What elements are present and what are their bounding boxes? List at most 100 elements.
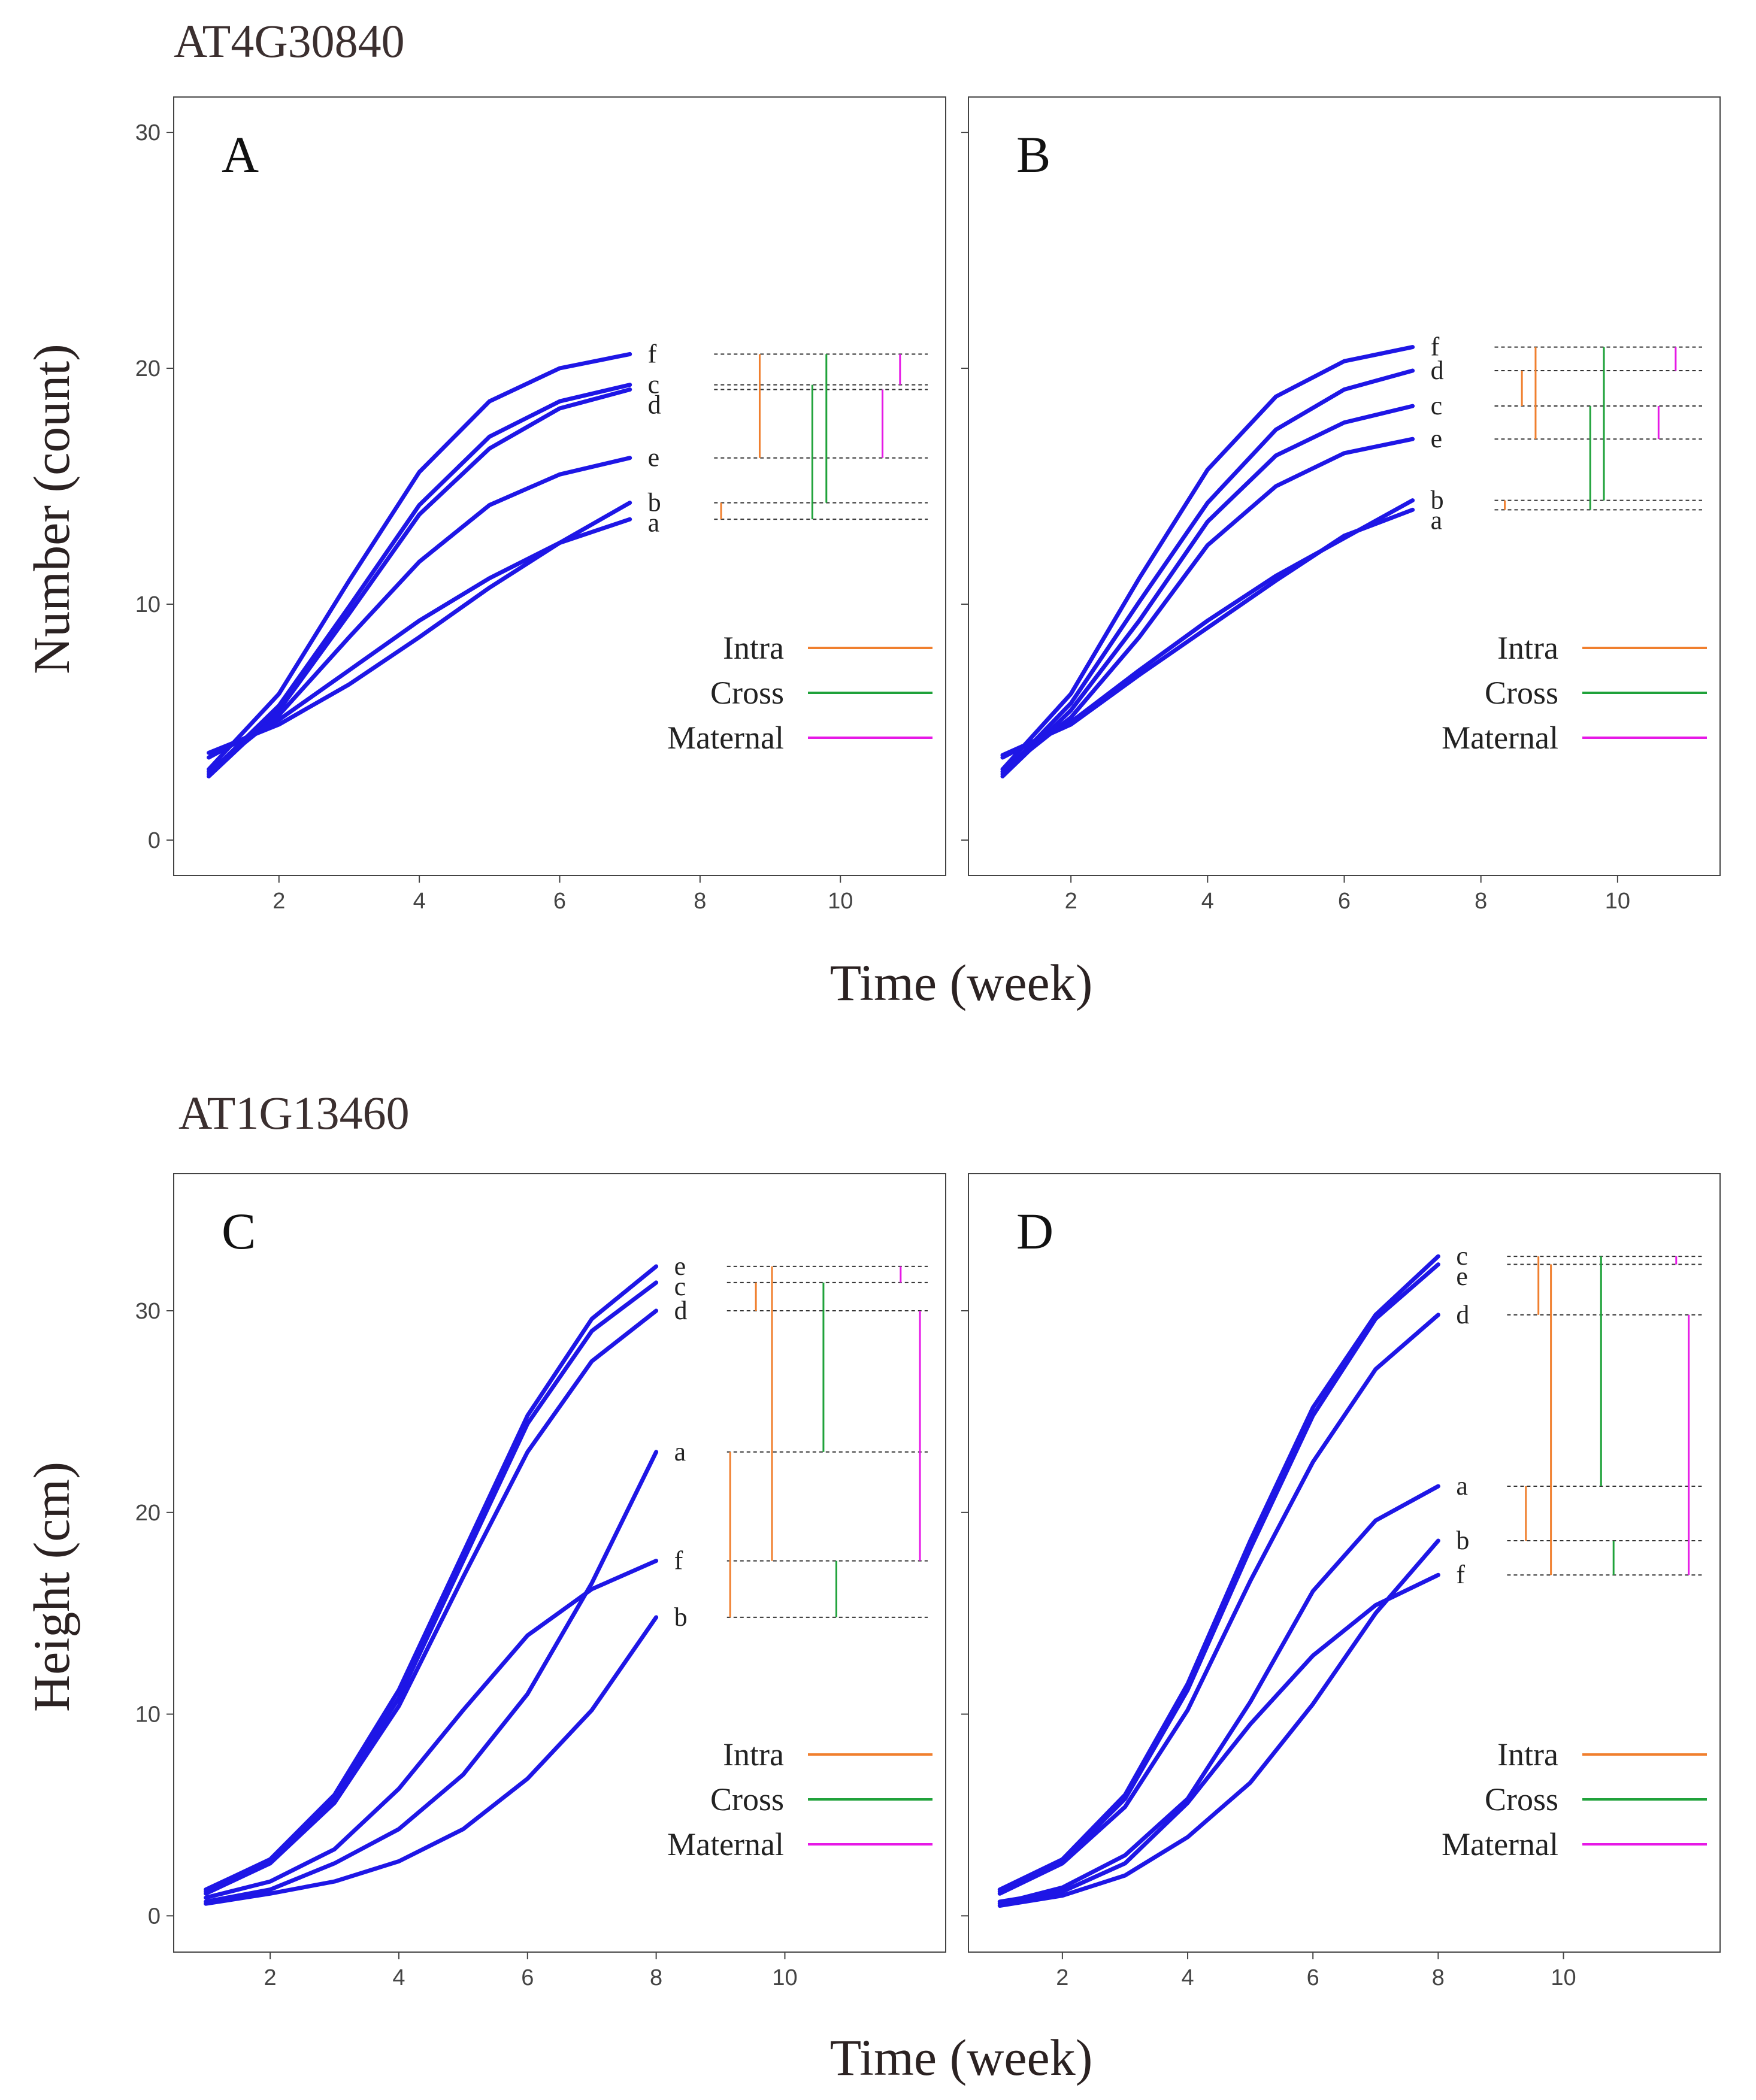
series-line-a	[997, 1484, 1440, 1906]
series-line-e	[1000, 437, 1415, 774]
series-line-f	[204, 1559, 659, 1900]
x-tick-label: 10	[1605, 889, 1630, 914]
y-axis-title-top: Number (count)	[23, 344, 80, 674]
series-line-d	[1000, 368, 1415, 777]
x-axis-title-top: Time (week)	[830, 954, 1093, 1011]
curve-label-f: f	[674, 1546, 683, 1575]
panel-c: C 0 10 20 30 2 4 6 8 10 ecd a fb Intra Cross Maternal	[135, 1173, 946, 1990]
x-tick-label: 6	[1338, 889, 1351, 914]
x-axis-title-bottom: Time (week)	[830, 2029, 1093, 2086]
series-line-d	[204, 1308, 659, 1896]
x-tick-label: 8	[650, 1965, 662, 1990]
x-tick-label: 4	[1201, 889, 1214, 914]
curve-label-f: f	[648, 339, 657, 368]
legend-label-cross: Cross	[1485, 1781, 1558, 1817]
curve-label-b: b	[674, 1602, 688, 1632]
y-tick-label: 0	[148, 828, 161, 853]
series-line-a	[1000, 507, 1415, 757]
y-tick-label: 30	[135, 1299, 161, 1324]
y-tick-label: 20	[135, 356, 161, 381]
x-tick-label: 10	[828, 889, 853, 914]
y-tick-label: 10	[135, 592, 161, 617]
curve-label-d: d	[674, 1296, 688, 1325]
curve-label-a: a	[648, 508, 660, 538]
series-line-e	[997, 1262, 1440, 1894]
series-line-d	[997, 1313, 1440, 1896]
series-line-c	[997, 1254, 1440, 1892]
x-tick-label: 4	[413, 889, 426, 914]
series-line-e	[204, 1264, 659, 1892]
y-tick-label: 10	[135, 1702, 161, 1728]
x-tick-label: 2	[264, 1965, 277, 1990]
curve-label-b: b	[1456, 1526, 1469, 1555]
series-line-c	[1000, 404, 1415, 778]
x-tick-label: 2	[1065, 889, 1077, 914]
curve-label-b: b	[1431, 486, 1444, 515]
legend-label-maternal: Maternal	[667, 720, 784, 756]
curve-label-c: c	[1456, 1241, 1468, 1271]
y-tick-label: 30	[135, 120, 161, 146]
curve-label-a: a	[1456, 1471, 1468, 1501]
gene-title-top: AT4G30840	[174, 15, 405, 67]
legend-label-cross: Cross	[710, 1781, 784, 1817]
series-line-b	[997, 1538, 1440, 1908]
legend-label-maternal: Maternal	[667, 1826, 784, 1862]
plot-frame	[968, 1173, 1721, 1953]
curve-label-e: e	[1456, 1262, 1468, 1291]
plot-frame	[968, 96, 1721, 876]
series-line-d	[207, 387, 632, 778]
panel-letter: B	[1016, 126, 1050, 183]
panel-letter: D	[1016, 1202, 1053, 1260]
curve-label-a: a	[674, 1437, 686, 1466]
curve-label-a: a	[1431, 506, 1443, 535]
curve-label-c: c	[1431, 391, 1443, 420]
legend-label-maternal: Maternal	[1442, 720, 1558, 756]
x-tick-label: 8	[694, 889, 706, 914]
legend-label-maternal: Maternal	[1442, 1826, 1558, 1862]
x-tick-label: 4	[1181, 1965, 1194, 1990]
x-tick-label: 8	[1475, 889, 1487, 914]
curve-label-f: f	[1456, 1560, 1465, 1589]
curve-label-c: c	[674, 1272, 686, 1301]
legend-label-cross: Cross	[710, 675, 784, 711]
x-tick-label: 6	[1307, 1965, 1319, 1990]
legend-label-cross: Cross	[1485, 675, 1558, 711]
curve-label-d: d	[1431, 356, 1444, 385]
x-tick-label: 8	[1432, 1965, 1445, 1990]
legend-label-intra: Intra	[723, 1737, 784, 1772]
series-line-a	[207, 517, 632, 755]
y-tick-label: 20	[135, 1501, 161, 1526]
panel-d: D 2 4 6 8 10 ced abf Intra Cross Maternal	[961, 1173, 1721, 1990]
x-tick-label: 2	[1056, 1965, 1068, 1990]
x-tick-label: 10	[772, 1965, 797, 1990]
series-line-c	[207, 383, 632, 777]
panel-letter: C	[222, 1202, 256, 1260]
series-line-a	[204, 1450, 659, 1904]
x-tick-label: 6	[553, 889, 566, 914]
series-line-b	[204, 1615, 659, 1906]
series-line-f	[997, 1572, 1440, 1904]
plot-frame	[173, 1173, 946, 1953]
x-tick-label: 2	[273, 889, 285, 914]
y-axis-title-bottom: Height (cm)	[23, 1462, 80, 1712]
curve-label-e: e	[674, 1251, 686, 1281]
legend-label-intra: Intra	[1497, 630, 1558, 666]
curve-label-e: e	[648, 443, 660, 472]
panel-letter: A	[222, 126, 259, 183]
series-line-f	[207, 351, 632, 772]
x-tick-label: 6	[521, 1965, 534, 1990]
curve-label-c: c	[648, 370, 660, 399]
x-tick-label: 4	[392, 1965, 405, 1990]
x-tick-label: 10	[1551, 1965, 1576, 1990]
legend-label-intra: Intra	[723, 630, 784, 666]
curve-label-f: f	[1431, 332, 1440, 362]
curve-label-b: b	[648, 488, 661, 517]
y-tick-label: 0	[148, 1904, 161, 1929]
gene-title-bottom: AT1G13460	[178, 1087, 410, 1139]
series-line-f	[1000, 345, 1415, 772]
curve-label-e: e	[1431, 424, 1443, 453]
series-line-e	[207, 456, 632, 774]
